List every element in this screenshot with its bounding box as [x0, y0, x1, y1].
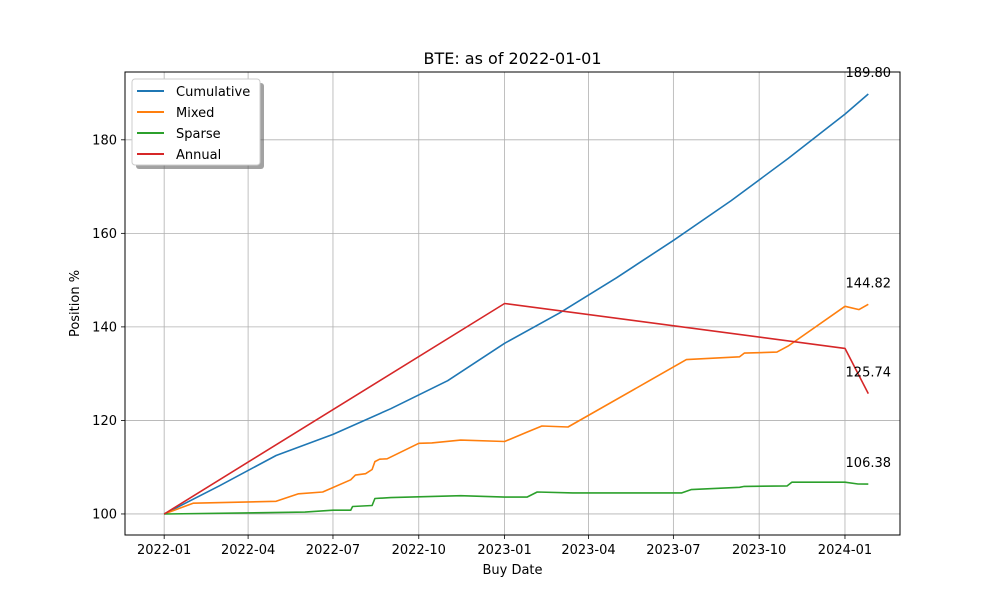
y-axis-label: Position %: [68, 270, 83, 337]
x-tick-label: 2023-01: [477, 543, 531, 558]
end-label-sparse: 106.38: [846, 456, 892, 471]
y-tick-label: 100: [92, 507, 117, 522]
series-line-cumulative: [163, 93, 869, 515]
x-tick-label: 2022-04: [221, 543, 275, 558]
chart-title: BTE: as of 2022-01-01: [423, 49, 601, 68]
legend: Cumulative Mixed Sparse Annual: [131, 78, 264, 169]
series-line-annual: [163, 302, 870, 515]
y-tick-label: 160: [92, 227, 117, 242]
x-axis-ticks: 2022-01 2022-04 2022-07 2022-10 2023-01 2023-…: [137, 535, 872, 558]
end-labels: 189.80 144.82 106.38 125.74: [846, 66, 892, 471]
y-tick-label: 140: [92, 320, 117, 335]
y-axis-ticks: 100 120 140 160 180: [92, 133, 125, 522]
x-tick-label: 2023-04: [561, 543, 615, 558]
legend-label-sparse: Sparse: [176, 127, 221, 142]
legend-items: Cumulative Mixed Sparse Annual: [137, 85, 250, 163]
legend-label-annual: Annual: [176, 148, 221, 163]
end-label-cumulative: 189.80: [846, 66, 892, 81]
x-tick-label: 2023-07: [646, 543, 700, 558]
y-tick-label: 120: [92, 414, 117, 429]
x-tick-label: 2022-10: [392, 543, 446, 558]
x-tick-label: 2022-01: [137, 543, 191, 558]
series-lines: [163, 93, 870, 515]
x-tick-label: 2023-10: [732, 543, 786, 558]
x-axis-label: Buy Date: [482, 563, 542, 578]
grid: [125, 72, 900, 535]
y-tick-label: 180: [92, 133, 117, 148]
series-line-sparse: [164, 481, 869, 515]
x-tick-label: 2022-07: [306, 543, 360, 558]
series-line-mixed: [163, 303, 869, 515]
end-label-annual: 125.74: [846, 366, 892, 381]
x-tick-label: 2024-01: [818, 543, 872, 558]
legend-label-cumulative: Cumulative: [176, 85, 250, 100]
end-label-mixed: 144.82: [846, 276, 892, 291]
legend-label-mixed: Mixed: [176, 106, 214, 121]
legend-box: [131, 78, 261, 166]
plot-area-frame: [124, 71, 901, 536]
